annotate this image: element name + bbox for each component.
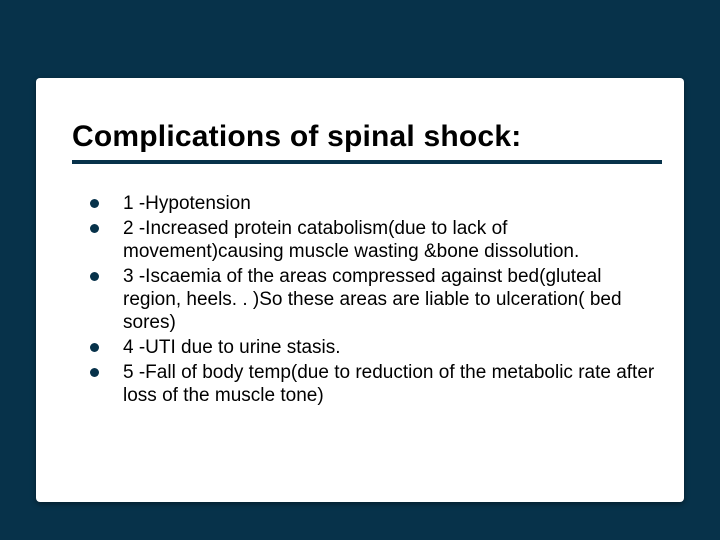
bullet-text: 4 -UTI due to urine stasis. [123, 336, 656, 359]
bullet-icon [90, 199, 99, 208]
list-item: 5 -Fall of body temp(due to reduction of… [90, 361, 656, 407]
list-item: 1 -Hypotension [90, 192, 656, 215]
list-item: 4 -UTI due to urine stasis. [90, 336, 656, 359]
slide-card: Complications of spinal shock: 1 -Hypote… [36, 78, 684, 502]
bullet-list: 1 -Hypotension 2 -Increased protein cata… [90, 192, 656, 409]
slide-title: Complications of spinal shock: [72, 120, 521, 154]
bullet-icon [90, 368, 99, 377]
bullet-icon [90, 343, 99, 352]
bullet-icon [90, 224, 99, 233]
bullet-text: 5 -Fall of body temp(due to reduction of… [123, 361, 656, 407]
bullet-text: 2 -Increased protein catabolism(due to l… [123, 217, 656, 263]
list-item: 3 -Iscaemia of the areas compressed agai… [90, 265, 656, 334]
bullet-text: 3 -Iscaemia of the areas compressed agai… [123, 265, 656, 334]
bullet-text: 1 -Hypotension [123, 192, 656, 215]
title-underline [72, 160, 662, 164]
list-item: 2 -Increased protein catabolism(due to l… [90, 217, 656, 263]
bullet-icon [90, 272, 99, 281]
